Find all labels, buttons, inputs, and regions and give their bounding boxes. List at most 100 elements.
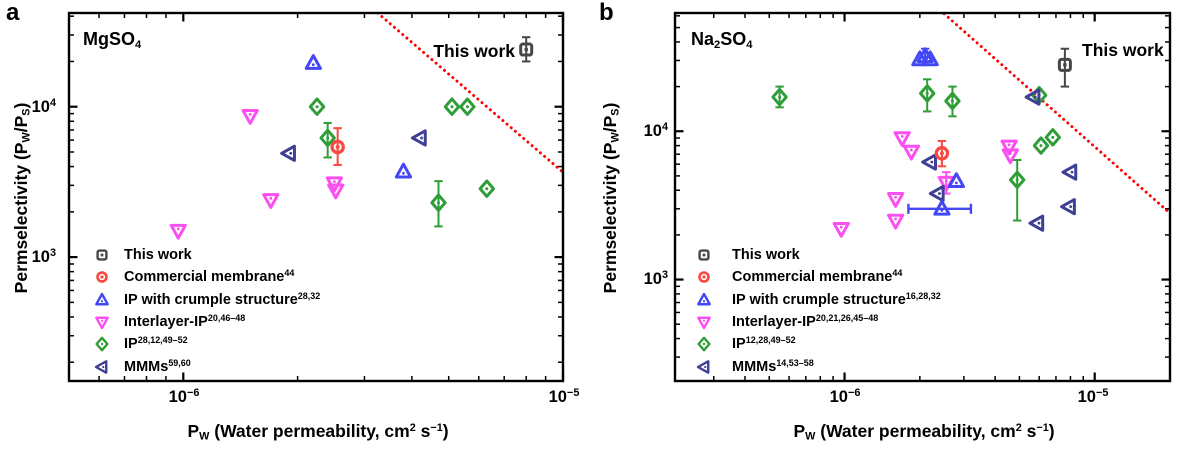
series-ip bbox=[771, 78, 1061, 222]
y-tick-label: 103 bbox=[643, 269, 668, 288]
data-point bbox=[1032, 136, 1050, 155]
plot-title: Na2SO4 bbox=[691, 29, 753, 51]
legend-label: MMMs14,53–58 bbox=[732, 357, 814, 375]
series-ip bbox=[308, 97, 496, 228]
y-tick-label: 103 bbox=[31, 247, 56, 266]
data-point bbox=[169, 223, 187, 240]
x-tick-label: 10−6 bbox=[829, 387, 861, 406]
data-point bbox=[1000, 139, 1018, 156]
series-this_work bbox=[1057, 47, 1072, 88]
data-point bbox=[832, 221, 850, 238]
data-point bbox=[459, 97, 476, 116]
series-interlayer_ip bbox=[832, 131, 1019, 238]
data-point bbox=[902, 144, 920, 161]
legend-item-interlayer_ip: Interlayer-IP20,46–48 bbox=[90, 311, 320, 333]
triangle-left-marker-icon bbox=[94, 359, 108, 374]
x-axis-label: PW (Water permeability, cm2 s−1) bbox=[187, 421, 449, 443]
panel-a: a MgSO4 Permselectivity (PW/PS) PW (Wate… bbox=[6, 0, 579, 443]
data-point bbox=[921, 153, 938, 171]
legend: This work Commercial membrane44 IP with cr… bbox=[692, 244, 941, 378]
triangle-up-marker-icon bbox=[697, 292, 711, 306]
data-point bbox=[1028, 214, 1045, 232]
data-point bbox=[919, 78, 936, 113]
data-point bbox=[928, 184, 945, 203]
legend-item-mmms: MMMs59,60 bbox=[90, 355, 320, 377]
legend-label: Commercial membrane44 bbox=[124, 268, 295, 286]
legend-label: Commercial membrane44 bbox=[732, 268, 903, 286]
data-point bbox=[1057, 47, 1072, 88]
data-point bbox=[1008, 158, 1026, 222]
data-point bbox=[944, 85, 961, 118]
this-work-annotation: This work bbox=[1082, 40, 1164, 60]
legend-item-interlayer_ip: Interlayer-IP20,21,26,45–48 bbox=[692, 311, 941, 333]
data-point bbox=[443, 97, 461, 116]
legend-label: IP with crumple structure28,32 bbox=[124, 290, 321, 308]
legend-item-mmms: MMMs14,53–58 bbox=[692, 355, 941, 377]
triangle-down-marker-icon bbox=[697, 316, 711, 330]
legend-label: MMMs59,60 bbox=[124, 357, 191, 375]
series-commercial_membrane bbox=[330, 127, 345, 166]
plot-border bbox=[67, 11, 565, 383]
x-tick-label: 10−5 bbox=[548, 387, 580, 406]
legend-item-this_work: This work bbox=[692, 244, 941, 266]
panel-letter: a bbox=[6, 0, 20, 26]
data-point bbox=[771, 85, 788, 109]
series-ip_crumple bbox=[907, 47, 973, 216]
data-point bbox=[1001, 148, 1019, 165]
data-point bbox=[893, 131, 911, 148]
data-point bbox=[887, 192, 905, 208]
legend-item-commercial_membrane: Commercial membrane44 bbox=[90, 266, 320, 288]
triangle-left-marker-icon bbox=[696, 359, 710, 374]
legend-label: This work bbox=[124, 247, 192, 264]
legend-label: This work bbox=[732, 247, 800, 264]
data-point bbox=[519, 36, 534, 63]
series-mmms bbox=[280, 129, 427, 162]
data-point bbox=[430, 180, 447, 228]
series-ip_crumple bbox=[304, 54, 413, 179]
circle-marker-icon bbox=[96, 271, 108, 284]
data-point bbox=[304, 54, 322, 70]
data-point bbox=[308, 97, 326, 116]
square-marker-icon bbox=[698, 249, 710, 261]
data-point bbox=[907, 199, 973, 216]
series-commercial_membrane bbox=[934, 139, 950, 168]
triangle-up-marker-icon bbox=[95, 292, 109, 306]
data-point bbox=[262, 193, 280, 209]
data-point bbox=[1061, 163, 1078, 181]
plot-a bbox=[67, 11, 565, 383]
legend-item-ip_crumple: IP with crumple structure16,28,32 bbox=[692, 289, 941, 311]
y-tick-label: 104 bbox=[31, 97, 56, 116]
x-tick-label: 10−5 bbox=[1077, 387, 1109, 406]
data-point bbox=[478, 179, 496, 198]
series-this_work bbox=[519, 36, 534, 63]
panel-letter: b bbox=[599, 0, 614, 26]
legend-item-ip_crumple: IP with crumple structure28,32 bbox=[90, 289, 320, 311]
triangle-down-marker-icon bbox=[95, 316, 109, 330]
upper-bound-line bbox=[942, 13, 1170, 215]
x-tick-label: 10−6 bbox=[168, 387, 200, 406]
panel-b: b Na2SO4 Permselectivity (PW/PS) PW (Wat… bbox=[589, 0, 1178, 449]
data-point bbox=[280, 144, 296, 162]
data-point bbox=[934, 139, 950, 168]
data-point bbox=[394, 162, 413, 179]
legend-label: Interlayer-IP20,46–48 bbox=[124, 313, 246, 331]
data-point bbox=[1044, 128, 1061, 147]
y-tick-label: 104 bbox=[643, 121, 668, 140]
legend-label: IP with crumple structure16,28,32 bbox=[732, 290, 941, 308]
legend-item-ip: IP12,28,49–52 bbox=[692, 333, 941, 355]
series-mmms bbox=[921, 88, 1078, 232]
diamond-marker-icon bbox=[697, 336, 711, 352]
legend-item-commercial_membrane: Commercial membrane44 bbox=[692, 266, 941, 288]
legend-label: IP12,28,49–52 bbox=[732, 335, 796, 353]
circle-marker-icon bbox=[698, 271, 710, 284]
x-axis-label: PW (Water permeability, cm2 s−1) bbox=[793, 421, 1055, 443]
legend-item-ip: IP28,12,49–52 bbox=[90, 333, 320, 355]
legend-label: Interlayer-IP20,21,26,45–48 bbox=[732, 313, 879, 331]
data-point bbox=[921, 50, 939, 67]
plot-border bbox=[673, 11, 1172, 383]
data-point bbox=[319, 121, 336, 159]
series-interlayer_ip bbox=[169, 109, 345, 240]
this-work-annotation: This work bbox=[433, 41, 515, 61]
upper-bound-line bbox=[376, 13, 563, 175]
plot-b bbox=[673, 11, 1172, 383]
